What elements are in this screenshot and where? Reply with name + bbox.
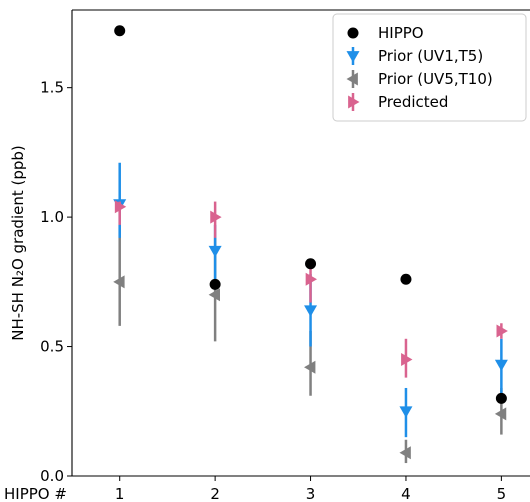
data-point (208, 288, 220, 302)
y-axis-label: NH-SH N₂O gradient (ppb) (9, 145, 27, 341)
legend-marker (346, 51, 360, 63)
data-point (304, 360, 316, 374)
legend: HIPPO Prior (UV1,T5) Prior (UV5,T10) Predic… (332, 13, 527, 122)
legend-label: Predicted (378, 93, 448, 111)
ticks: 0.0 0.5 1.0 1.5 1 2 3 4 5 (40, 79, 506, 502)
x-tick-label: 3 (306, 485, 316, 502)
data-point (114, 200, 127, 214)
x-tick-label: 5 (497, 485, 507, 502)
data-point (209, 278, 221, 290)
series-hippo (114, 25, 507, 404)
data-point (496, 324, 508, 338)
data-point (400, 273, 412, 285)
data-point (305, 272, 318, 286)
y-tick-label: 0.0 (40, 467, 64, 485)
data-point (494, 359, 508, 372)
legend-label: Prior (UV1,T5) (378, 47, 483, 65)
x-tick-label: 2 (210, 485, 220, 502)
data-point (401, 353, 413, 366)
data-point (305, 258, 317, 270)
y-tick-label: 0.5 (40, 338, 64, 356)
data-point (495, 392, 507, 404)
legend-box (332, 13, 527, 122)
x-axis-prefix: HIPPO # (4, 485, 67, 502)
legend-marker (347, 27, 359, 39)
data-point (494, 407, 507, 421)
data-point (399, 446, 411, 460)
plot-area (113, 25, 508, 464)
data-point (113, 275, 125, 289)
y-tick-label: 1.0 (40, 208, 64, 226)
data-point (210, 210, 222, 224)
data-point (208, 245, 222, 258)
x-tick-label: 1 (115, 485, 125, 502)
x-tick-label: 4 (401, 485, 411, 502)
legend-label: HIPPO (378, 24, 424, 42)
data-point (304, 305, 318, 317)
legend-marker (348, 95, 360, 109)
data-point (399, 406, 413, 418)
data-point (114, 25, 126, 37)
y-tick-label: 1.5 (40, 79, 64, 97)
legend-label: Prior (UV5,T10) (378, 70, 493, 88)
legend-marker (346, 72, 358, 86)
